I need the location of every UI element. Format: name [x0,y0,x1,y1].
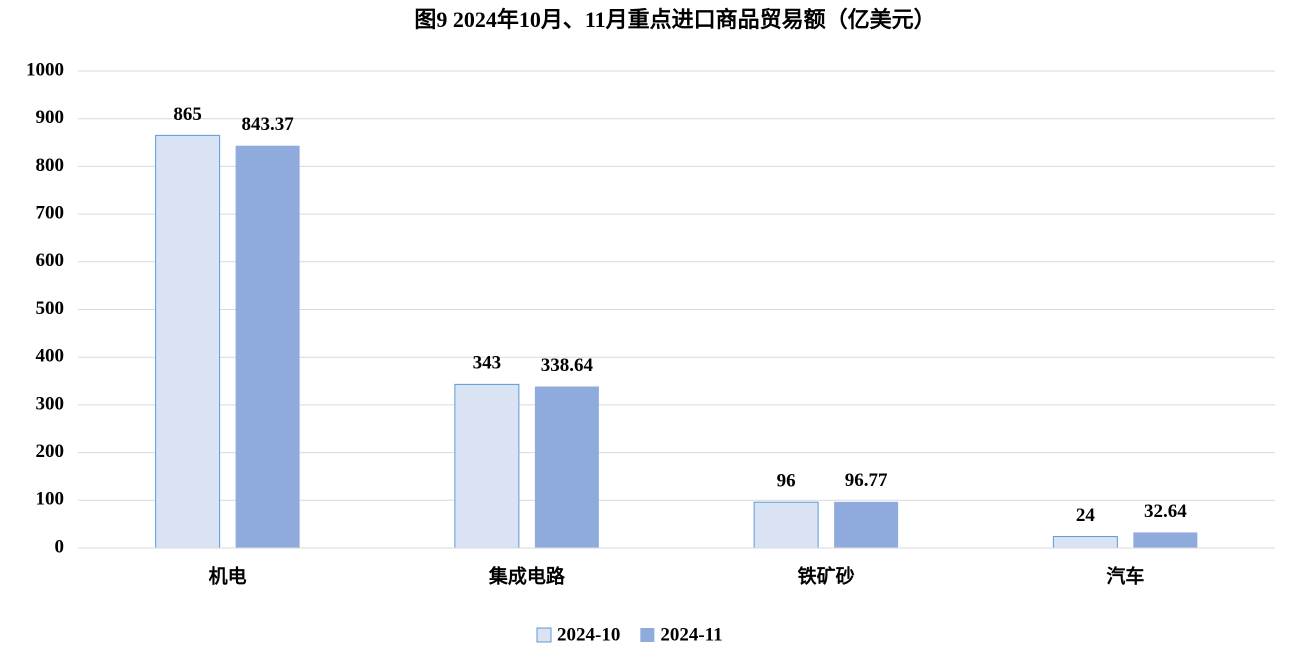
legend-swatch [640,628,655,642]
chart-title: 图9 2024年10月、11月重点进口商品贸易额（亿美元） [414,7,935,32]
value-label: 865 [173,104,202,125]
value-label: 96 [777,471,796,492]
bar [534,386,599,548]
y-tick-label: 0 [55,536,65,557]
y-tick-label: 300 [36,393,65,414]
legend-label: 2024-10 [557,624,620,645]
value-label: 338.64 [541,355,594,376]
x-tick-label: 集成电路 [488,564,566,587]
y-tick-label: 600 [36,250,65,271]
value-label: 96.77 [845,470,888,491]
legend-label: 2024-11 [660,624,722,645]
bar [753,501,819,549]
x-tick-label: 铁矿砂 [798,564,855,587]
value-label: 343 [473,353,502,374]
y-tick-label: 1000 [26,59,64,80]
bar [1052,536,1118,549]
value-label: 32.64 [1144,501,1187,522]
y-tick-label: 900 [36,107,65,128]
bar [1133,532,1198,548]
bar [235,145,300,548]
legend-swatch [536,627,552,643]
y-tick-label: 400 [36,346,65,367]
y-tick-label: 800 [36,155,65,176]
value-label: 843.37 [242,114,295,135]
bar [834,501,899,548]
y-tick-label: 500 [36,298,65,319]
y-tick-label: 200 [36,441,65,462]
y-tick-label: 100 [36,489,65,510]
y-tick-label: 700 [36,202,65,223]
bar [454,383,520,549]
bar [155,134,221,549]
x-tick-label: 机电 [209,564,247,587]
x-tick-label: 汽车 [1106,564,1144,587]
value-label: 24 [1076,505,1096,526]
